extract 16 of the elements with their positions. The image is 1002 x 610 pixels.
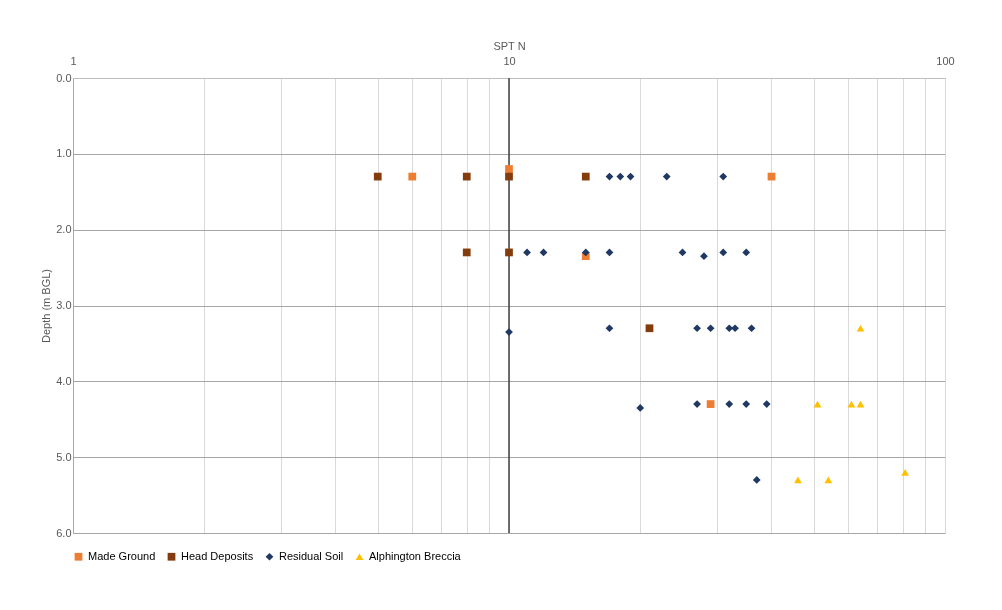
y-tick-label: 1.0 [56, 147, 72, 160]
y-axis-title: Depth (m BGL) [40, 269, 53, 343]
legend-label: Made Ground [88, 549, 156, 562]
legend-label: Alphington Breccia [369, 549, 462, 562]
legend-label: Residual Soil [279, 549, 344, 562]
y-tick-label: 6.0 [56, 526, 72, 539]
x-tick-label: 100 [936, 54, 955, 67]
y-tick-label: 4.0 [56, 374, 72, 387]
y-tick-label: 5.0 [56, 450, 72, 463]
x-axis-title: SPT N [493, 39, 526, 52]
y-tick-label: 3.0 [56, 299, 72, 311]
x-tick-label: 10 [503, 54, 516, 67]
y-tick-label: 0.0 [56, 71, 72, 84]
x-tick-label: 1 [70, 54, 77, 67]
legend-label: Head Deposits [181, 549, 254, 562]
y-tick-label: 2.0 [56, 223, 72, 236]
